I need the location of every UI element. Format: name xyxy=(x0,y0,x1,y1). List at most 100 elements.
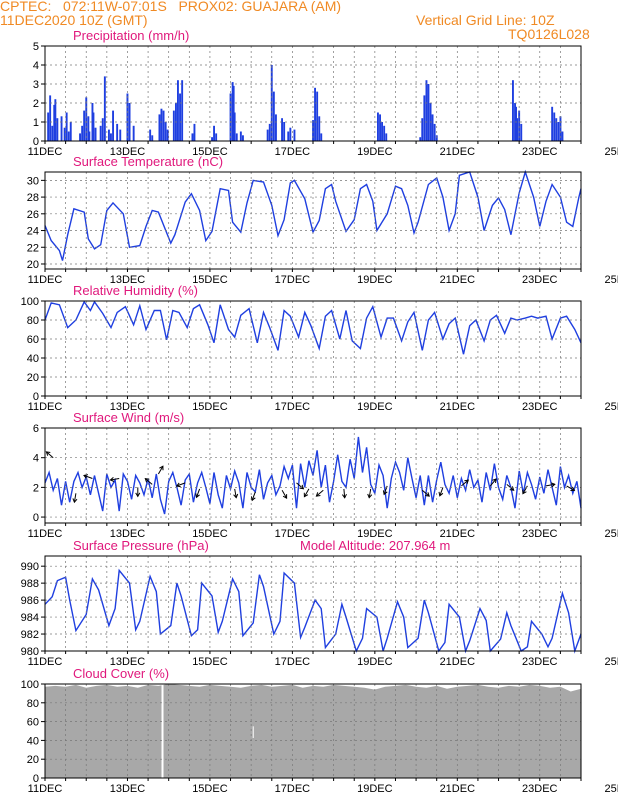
precip-bar xyxy=(67,131,70,141)
cloud-y-tick-label: 60 xyxy=(27,717,39,729)
precip-bar xyxy=(233,112,236,141)
temp-y-tick-label: 22 xyxy=(27,242,39,254)
cloud-x-tick-label: 17DEC xyxy=(275,783,311,795)
pressure-x-tick-label: 25DEC xyxy=(604,656,618,668)
wind-arrow-shaft xyxy=(46,451,54,459)
wind-x-tick-label: 25DEC xyxy=(604,528,618,540)
wind-title: Surface Wind (m/s) xyxy=(73,410,184,425)
precip-bar xyxy=(94,127,97,141)
precip-x-tick-label: 19DEC xyxy=(357,146,393,158)
rh-x-tick-label: 17DEC xyxy=(275,401,311,413)
precip-bar xyxy=(235,133,238,141)
wind-arrow-head xyxy=(195,493,200,499)
precip-x-tick-label: 25DEC xyxy=(604,146,618,158)
rh-x-tick-label: 19DEC xyxy=(357,401,393,413)
precip-bar xyxy=(320,133,323,141)
wind-arrow-head xyxy=(303,492,309,498)
precip-bar xyxy=(314,87,316,141)
rh-x-tick-label: 25DEC xyxy=(604,401,618,413)
precip-bar xyxy=(116,123,119,141)
precip-bar xyxy=(181,80,184,141)
header-line2-right: Vertical Grid Line: 10Z xyxy=(416,12,555,28)
cloud-x-tick-label: 13DEC xyxy=(110,783,146,795)
precip-bar xyxy=(281,118,283,141)
header-line2-left: 11DEC2020 10Z (GMT) xyxy=(0,12,148,28)
precip-title: Precipitation (mm/h) xyxy=(73,28,189,43)
precip-bar xyxy=(63,127,66,141)
precip-bar xyxy=(119,129,122,141)
precip-y-tick-label: 2 xyxy=(33,98,39,110)
pressure-y-tick-label: 984 xyxy=(21,612,39,624)
precip-bar xyxy=(179,93,181,141)
cloud-x-tick-label: 11DEC xyxy=(28,783,63,795)
temp-frame xyxy=(44,171,582,270)
precip-bar xyxy=(555,118,558,141)
precip-bar xyxy=(515,106,517,141)
precip-bar xyxy=(272,91,275,141)
temp-x-tick-label: 23DEC xyxy=(522,274,558,286)
precip-bar xyxy=(318,116,321,141)
precip-x-tick-label: 11DEC xyxy=(28,146,63,158)
precip-bar xyxy=(213,125,215,141)
wind-arrow-head xyxy=(425,492,430,497)
wind-arrow-head xyxy=(282,494,288,499)
precip-bar xyxy=(518,110,521,141)
rh-x-tick-label: 23DEC xyxy=(522,401,558,413)
cloud-x-tick-label: 25DEC xyxy=(604,783,618,795)
wind-y-tick-label: 0 xyxy=(33,512,39,524)
wind-arrow-shaft xyxy=(439,487,444,496)
precip-bar xyxy=(79,133,81,141)
cloud-title: Cloud Cover (%) xyxy=(73,666,169,681)
precip-bar xyxy=(557,122,560,141)
temp-x-tick-label: 11DEC xyxy=(28,274,63,286)
wind-arrow-head xyxy=(438,491,444,497)
precip-bar xyxy=(377,112,379,141)
precip-bar xyxy=(287,131,290,141)
wind-arrow-head xyxy=(175,482,181,488)
precip-bar xyxy=(85,97,88,141)
precip-bar xyxy=(101,118,104,141)
wind-arrow-head xyxy=(550,482,556,488)
precip-bar xyxy=(99,125,102,141)
precip-bar xyxy=(379,114,381,141)
wind-arrow-shaft xyxy=(144,478,153,485)
precip-bar xyxy=(54,99,57,141)
wind-arrow-head xyxy=(570,486,576,491)
wind-arrow-shaft xyxy=(281,490,288,499)
wind-arrow-shaft xyxy=(157,465,164,475)
precip-bar xyxy=(177,80,179,141)
rh-title: Relative Humidity (%) xyxy=(73,283,198,298)
precip-bar xyxy=(193,123,196,141)
wind-arrow-head xyxy=(250,496,256,502)
precip-bar xyxy=(92,112,95,141)
wind-arrow-head xyxy=(341,493,347,499)
precip-bar xyxy=(151,135,154,141)
wind-x-tick-label: 23DEC xyxy=(522,528,558,540)
wind-arrow-head xyxy=(464,479,470,485)
wind-arrow-head xyxy=(135,492,141,498)
rh-series-line xyxy=(44,300,582,355)
cloud-x-tick-label: 21DEC xyxy=(440,783,476,795)
wind-arrow-shaft xyxy=(83,474,93,479)
precip-bar xyxy=(60,116,63,141)
temp-x-tick-label: 21DEC xyxy=(440,274,476,286)
precip-bar xyxy=(312,120,314,141)
pressure-annotation: Model Altitude: 207.964 m xyxy=(300,538,450,553)
precip-bar xyxy=(239,131,242,141)
wind-arrow-head xyxy=(45,451,51,456)
precip-bar xyxy=(158,114,161,141)
precip-bar xyxy=(191,133,194,141)
precip-bar xyxy=(232,85,235,141)
precip-bar xyxy=(81,125,84,141)
precip-y-tick-label: 5 xyxy=(33,41,39,53)
pressure-y-tick-label: 982 xyxy=(21,629,39,641)
cloud-y-tick-label: 100 xyxy=(21,679,39,691)
rh-y-tick-label: 40 xyxy=(27,353,39,365)
precip-bar xyxy=(520,123,523,141)
precip-bar xyxy=(316,91,319,141)
precip-bar xyxy=(512,80,514,141)
temp-y-tick-label: 20 xyxy=(27,259,39,271)
cloud-y-tick-label: 20 xyxy=(27,754,39,766)
wind-arrow-shaft xyxy=(176,482,186,487)
wind-arrow-head xyxy=(492,478,497,483)
